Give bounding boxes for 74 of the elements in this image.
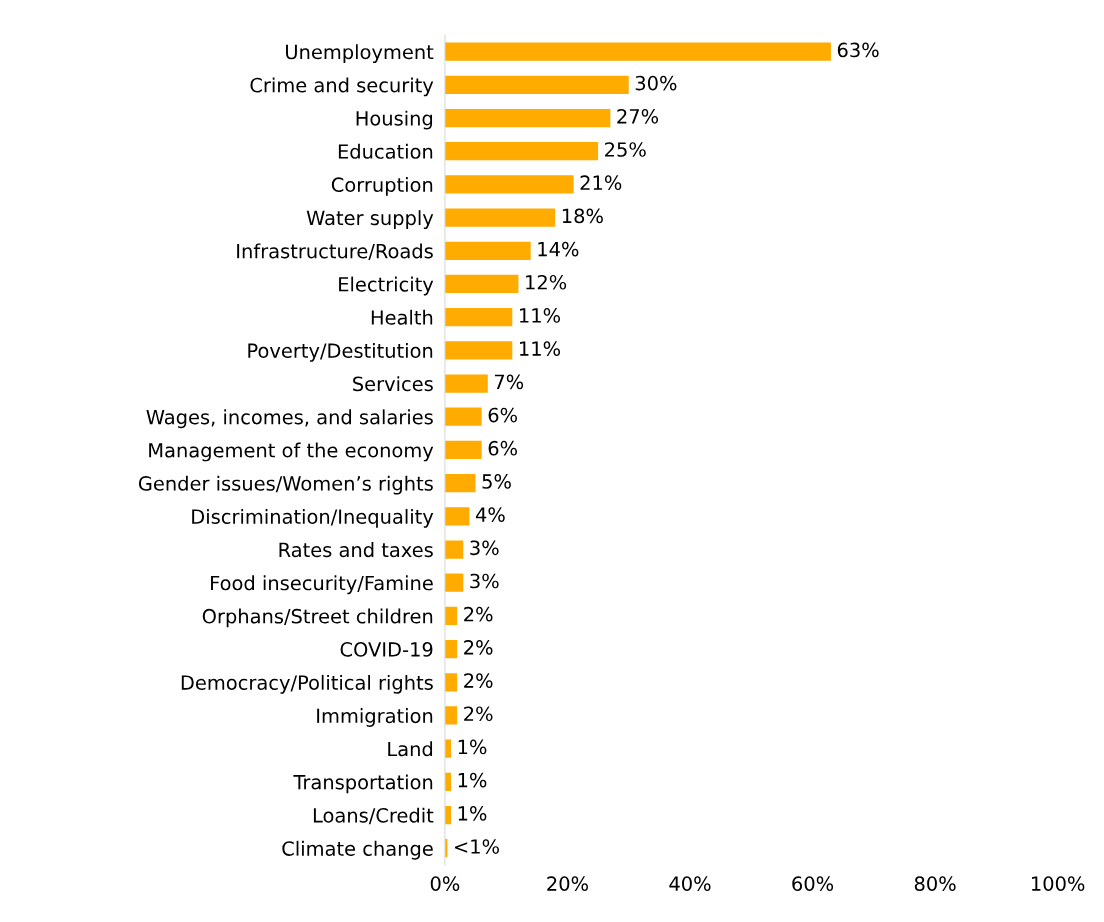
y-tick-label: Management of the economy	[149, 442, 434, 462]
bar	[444, 308, 513, 327]
x-tick-label: 80%	[914, 876, 956, 891]
data-label: 25%	[605, 142, 646, 157]
data-label: 6%	[488, 407, 517, 423]
y-tick-label: Climate change	[282, 840, 433, 860]
data-label: 11%	[520, 308, 561, 323]
y-tick-label: Discrimination/Inequality	[192, 508, 434, 528]
bar	[444, 341, 513, 360]
y-tick-label: Crime and security	[250, 77, 434, 97]
bar	[444, 474, 476, 493]
bar	[444, 42, 831, 61]
bar	[444, 540, 464, 559]
y-tick-label: Land	[388, 741, 433, 757]
bar	[444, 108, 611, 128]
y-tick-label: Water supply	[306, 210, 434, 230]
bar	[444, 241, 531, 260]
y-tick-label: Loans/Credit	[313, 807, 434, 825]
bar	[444, 507, 470, 526]
data-label: 63%	[837, 42, 879, 58]
y-tick-label: Unemployment	[286, 44, 434, 64]
y-tick-label: Education	[338, 143, 433, 159]
y-tick-label: COVID-19	[340, 642, 433, 657]
data-label: 2%	[464, 706, 493, 722]
data-label: 3%	[470, 540, 499, 556]
y-tick-label: Housing	[356, 110, 433, 130]
x-tick-label: 100%	[1031, 876, 1085, 891]
bar	[444, 208, 556, 227]
y-tick-label: Electricity	[339, 276, 434, 296]
data-label: 14%	[538, 241, 579, 257]
bar	[444, 142, 599, 161]
data-label: 5%	[482, 474, 511, 489]
bar	[444, 407, 482, 426]
data-label: 1%	[458, 739, 487, 755]
data-label: 1%	[458, 772, 487, 788]
data-label: 2%	[464, 673, 493, 688]
data-label: 2%	[464, 606, 493, 622]
bar	[444, 175, 574, 194]
bar	[444, 75, 629, 94]
x-tick-label: 20%	[547, 876, 588, 891]
y-tick-label: Food insecurity/Famine	[211, 575, 433, 595]
y-tick-label: Poverty/Destitution	[248, 342, 433, 362]
data-label: 27%	[617, 108, 659, 124]
data-label: <1%	[454, 839, 499, 854]
data-label: 4%	[475, 507, 505, 522]
bar	[444, 573, 464, 592]
y-tick-label: Rates and taxes	[279, 542, 433, 558]
y-tick-label: Infrastructure/Roads	[237, 243, 433, 260]
x-tick-label: 60%	[792, 876, 834, 891]
y-tick-label: Orphans/Street children	[202, 608, 433, 628]
bar	[444, 274, 519, 294]
data-label: 12%	[526, 274, 567, 290]
data-label: 7%	[494, 374, 524, 390]
y-tick-label: Immigration	[317, 708, 433, 727]
data-label: 6%	[488, 440, 517, 456]
data-label: 21%	[580, 175, 622, 191]
data-label: 1%	[458, 805, 487, 821]
y-tick-label: Services	[353, 376, 433, 392]
y-tick-label: Wages, incomes, and salaries	[146, 409, 433, 429]
y-tick-label: Corruption	[331, 177, 433, 196]
data-label: 2%	[464, 640, 493, 655]
data-label: 3%	[470, 573, 499, 589]
data-label: 18%	[562, 208, 603, 224]
y-tick-label: Transportation	[293, 774, 433, 794]
bar	[444, 374, 488, 393]
data-label: 30%	[635, 75, 677, 91]
y-tick-label: Health	[371, 309, 433, 325]
x-tick-label: 0%	[430, 876, 460, 891]
y-tick-label: Gender issues/Women’s rights	[138, 475, 433, 495]
bar	[444, 440, 482, 460]
x-tick-label: 40%	[669, 876, 711, 891]
bar	[444, 706, 458, 725]
y-tick-label: Democracy/Political rights	[181, 674, 433, 694]
data-label: 11%	[520, 341, 561, 356]
